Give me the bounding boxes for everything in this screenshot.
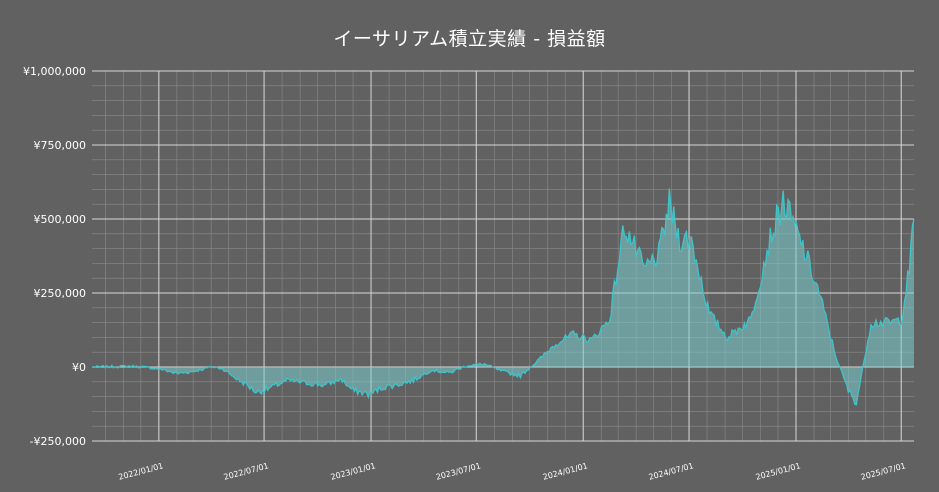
- x-tick-label: 2025/01/01: [755, 461, 802, 482]
- chart-title: イーサリアム積立実績 - 損益額: [333, 28, 606, 50]
- y-tick-label: ¥0: [72, 361, 86, 374]
- y-tick-label: ¥500,000: [34, 213, 87, 226]
- x-tick-label: 2022/07/01: [223, 461, 270, 482]
- y-tick-label: ¥750,000: [34, 139, 87, 152]
- x-tick-label: 2022/01/01: [118, 461, 165, 482]
- x-tick-label: 2023/01/01: [330, 461, 377, 482]
- x-tick-label: 2023/07/01: [435, 461, 482, 482]
- series-line: [91, 188, 915, 406]
- y-tick-label: ¥1,000,000: [23, 65, 86, 78]
- x-tick-label: 2024/01/01: [542, 461, 589, 482]
- y-tick-label: -¥250,000: [30, 435, 86, 448]
- x-tick-label: 2024/07/01: [648, 461, 695, 482]
- y-tick-label: ¥250,000: [34, 287, 87, 300]
- x-tick-label: 2025/07/01: [860, 461, 907, 482]
- area-fill: [92, 188, 914, 405]
